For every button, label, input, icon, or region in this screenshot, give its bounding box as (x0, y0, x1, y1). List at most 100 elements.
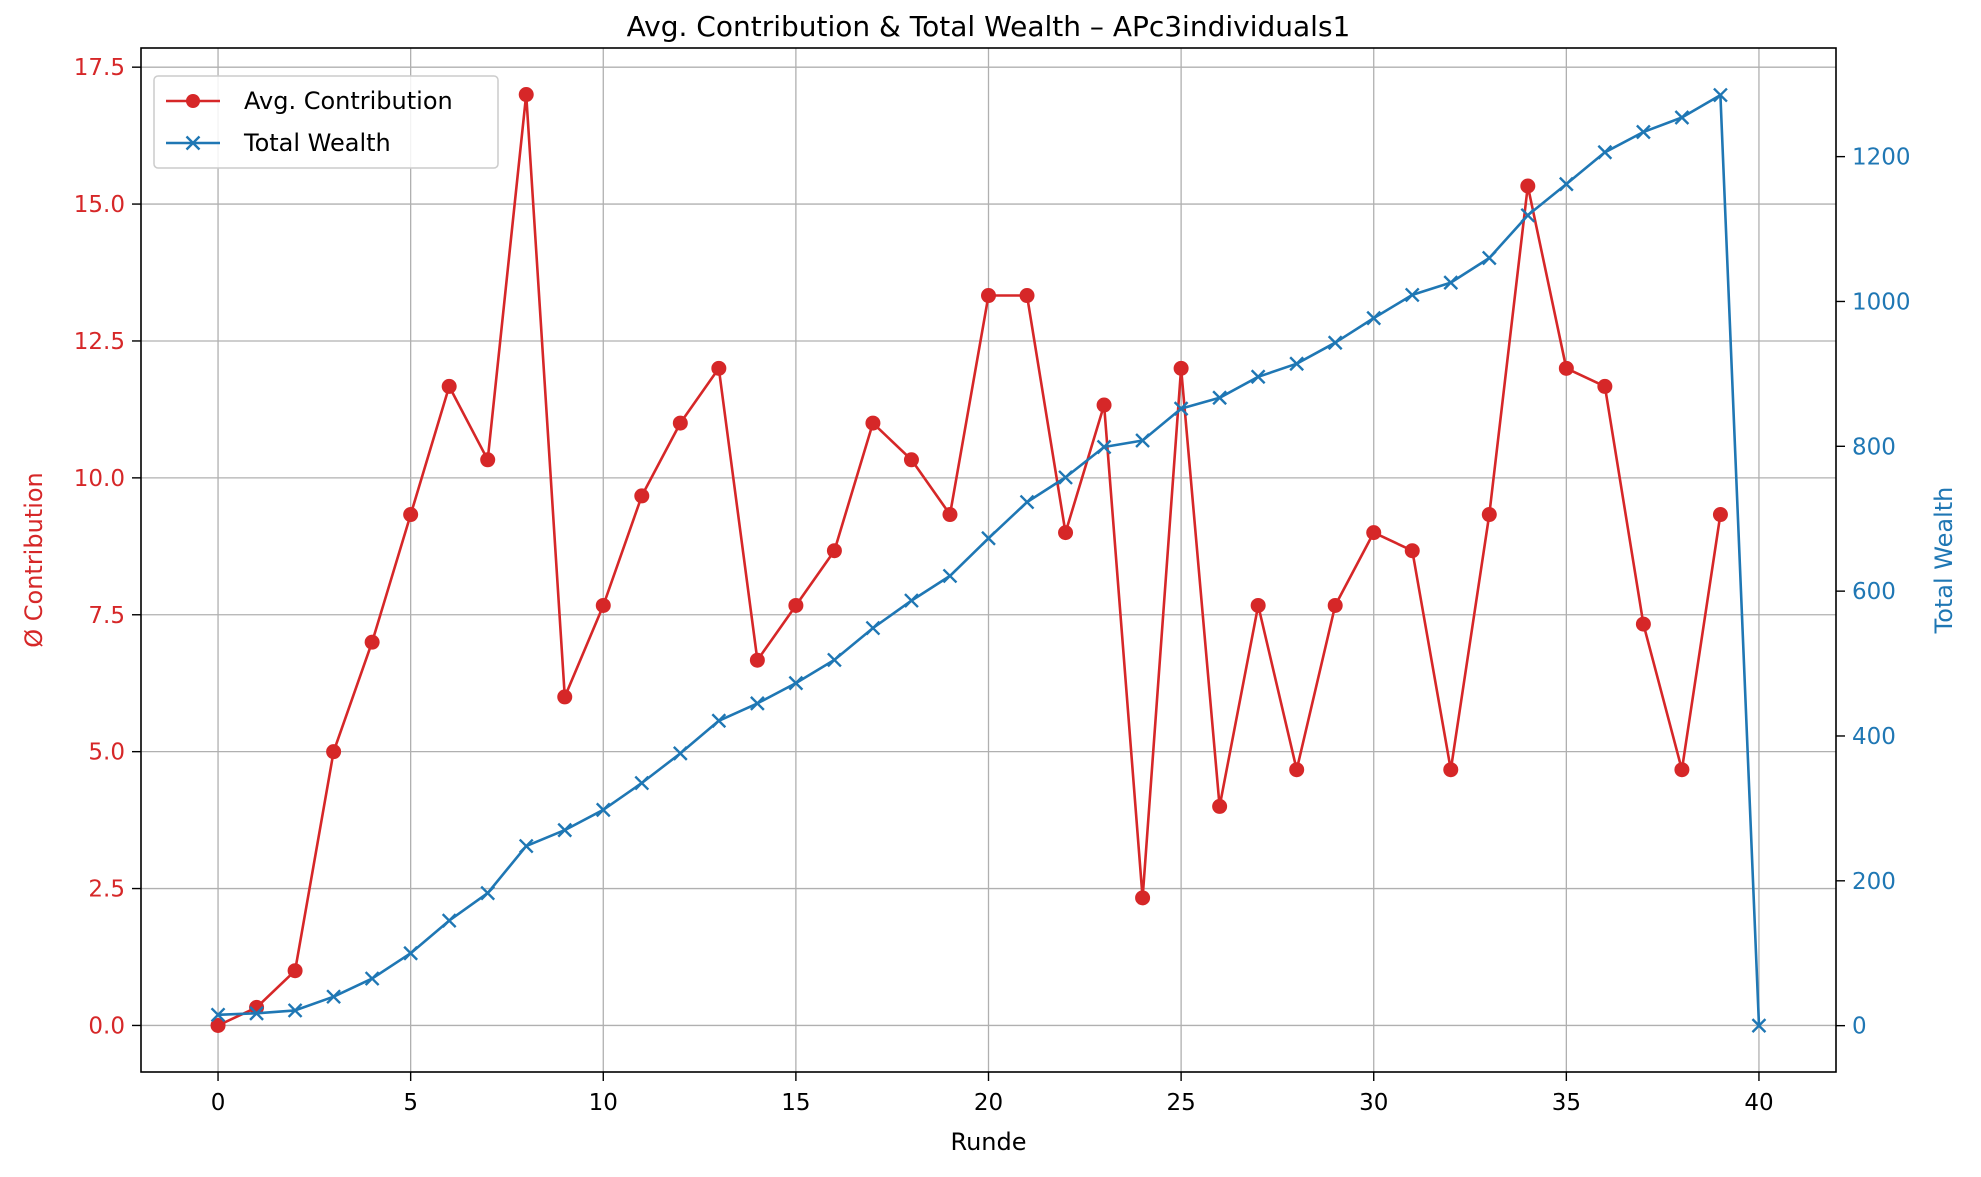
data-point-avg-contribution (1212, 798, 1228, 814)
data-point-total-wealth (1212, 390, 1227, 406)
data-point-avg-contribution (903, 452, 919, 468)
data-point-total-wealth (1481, 250, 1497, 266)
data-point-avg-contribution (1019, 288, 1035, 304)
data-point-total-wealth (518, 838, 534, 854)
y-tick-label-right: 1000 (1852, 289, 1911, 315)
data-point-avg-contribution (441, 378, 457, 394)
data-point-avg-contribution (1135, 890, 1151, 906)
chart-title: Avg. Contribution & Total Wealth – APc3i… (627, 10, 1351, 43)
data-point-total-wealth (557, 822, 573, 838)
legend-label-avg-contribution: Avg. Contribution (244, 87, 453, 115)
y-tick-label-left: 10.0 (74, 466, 125, 492)
legend-entry-avg-contribution: Avg. Contribution (166, 87, 453, 115)
data-point-avg-contribution (1250, 597, 1266, 613)
y-tick-label-right: 200 (1852, 869, 1896, 895)
data-point-total-wealth (942, 568, 958, 584)
y-axis-label-left: Ø Contribution (20, 472, 48, 648)
data-point-total-wealth (827, 652, 842, 668)
data-point-avg-contribution (326, 744, 342, 760)
legend: Avg. Contribution Total Wealth (153, 75, 499, 169)
data-point-total-wealth (1713, 87, 1728, 103)
y-tick-label-left: 17.5 (74, 55, 125, 81)
x-tick-label: 5 (403, 1090, 418, 1116)
data-point-total-wealth (210, 1007, 226, 1023)
data-point-total-wealth (1597, 144, 1613, 160)
y-tick-label-left: 12.5 (74, 329, 125, 355)
data-point-avg-contribution (1058, 525, 1074, 541)
data-point-avg-contribution (403, 507, 419, 523)
data-point-total-wealth (711, 713, 727, 729)
data-point-total-wealth (1558, 176, 1574, 192)
data-point-avg-contribution (826, 543, 842, 559)
x-tick-label: 0 (211, 1090, 226, 1116)
data-point-avg-contribution (557, 689, 573, 705)
data-point-avg-contribution (1520, 178, 1536, 194)
data-point-total-wealth (364, 971, 380, 986)
data-point-avg-contribution (1635, 616, 1651, 632)
data-point-total-wealth (1404, 287, 1420, 303)
data-point-total-wealth (672, 746, 688, 761)
data-point-total-wealth (403, 945, 419, 961)
data-point-total-wealth (480, 885, 496, 901)
y-axis-label-right: Total Wealth (1930, 487, 1958, 635)
data-point-avg-contribution (1289, 762, 1305, 778)
data-point-total-wealth (1289, 356, 1305, 372)
data-point-avg-contribution (287, 963, 303, 979)
data-point-total-wealth (904, 593, 919, 608)
data-point-avg-contribution (210, 1017, 226, 1033)
data-point-total-wealth (1751, 1018, 1767, 1033)
y-tick-label-left: 7.5 (88, 603, 125, 629)
legend-marker-avg-contribution (186, 94, 200, 108)
data-point-total-wealth (1636, 124, 1651, 140)
x-tick-label: 35 (1552, 1090, 1581, 1116)
data-point-avg-contribution (518, 87, 534, 103)
data-point-total-wealth (1674, 110, 1690, 125)
legend-label-total-wealth: Total Wealth (243, 129, 391, 157)
series-line-avg-contribution (217, 93, 1722, 1027)
data-point-total-wealth (1250, 369, 1266, 385)
y-tick-label-right: 400 (1852, 724, 1896, 750)
data-point-total-wealth (1173, 401, 1189, 416)
y-tick-label-left: 0.0 (88, 1013, 125, 1039)
data-point-total-wealth (1096, 439, 1112, 455)
data-point-avg-contribution (749, 652, 765, 668)
data-point-total-wealth (441, 913, 457, 928)
y-tick-label-right: 800 (1852, 434, 1896, 460)
data-point-avg-contribution (1443, 762, 1459, 778)
grid (141, 48, 1836, 1072)
data-point-total-wealth (1058, 470, 1073, 485)
data-point-avg-contribution (1096, 397, 1112, 413)
data-point-total-wealth (326, 989, 341, 1005)
data-point-avg-contribution (865, 415, 881, 431)
x-tick-label: 25 (1166, 1090, 1195, 1116)
data-point-total-wealth (1366, 310, 1382, 326)
data-point-total-wealth (981, 530, 996, 546)
data-point-avg-contribution (672, 415, 688, 431)
y-tick-label-left: 2.5 (88, 877, 125, 903)
data-point-avg-contribution (480, 452, 496, 468)
data-point-avg-contribution (1558, 360, 1574, 376)
data-point-total-wealth (634, 775, 650, 791)
data-point-avg-contribution (1404, 543, 1420, 559)
data-point-avg-contribution (634, 488, 650, 504)
data-point-avg-contribution (711, 360, 727, 376)
data-point-total-wealth (865, 620, 881, 636)
data-point-avg-contribution (1712, 507, 1728, 523)
data-point-total-wealth (287, 1003, 303, 1018)
x-tick-label: 10 (589, 1090, 618, 1116)
data-point-avg-contribution (595, 597, 611, 613)
data-point-total-wealth (1135, 433, 1150, 448)
y-tick-label-left: 5.0 (88, 740, 125, 766)
x-tick-label: 30 (1359, 1090, 1388, 1116)
data-point-avg-contribution (981, 288, 996, 304)
legend-entry-total-wealth: Total Wealth (166, 129, 391, 157)
series-layer (210, 87, 1767, 1033)
data-point-avg-contribution (1366, 525, 1382, 541)
data-point-avg-contribution (942, 507, 958, 523)
data-point-total-wealth (1019, 494, 1035, 510)
data-point-avg-contribution (364, 634, 380, 650)
data-point-total-wealth (595, 802, 611, 818)
legend-box (153, 75, 499, 169)
y-tick-label-right: 0 (1852, 1014, 1867, 1040)
